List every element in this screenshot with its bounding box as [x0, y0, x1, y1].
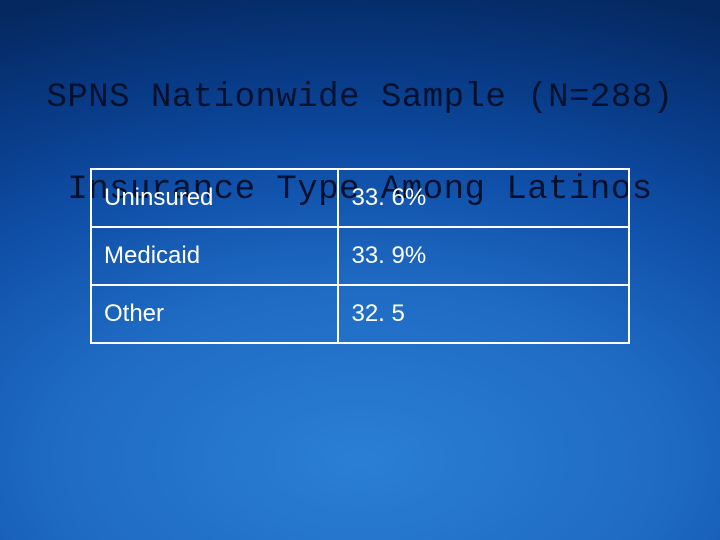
table-cell-label: Other — [91, 285, 338, 343]
table-cell-value: 32. 5 — [338, 285, 629, 343]
table-cell-value: 33. 6% — [338, 169, 629, 227]
table-cell-label: Medicaid — [91, 227, 338, 285]
table-cell-label: Uninsured — [91, 169, 338, 227]
slide: SPNS Nationwide Sample (N=288) Insurance… — [0, 0, 720, 540]
table-row: Uninsured 33. 6% — [91, 169, 629, 227]
title-line-1: SPNS Nationwide Sample (N=288) — [46, 79, 673, 117]
table-cell-value: 33. 9% — [338, 227, 629, 285]
table-row: Other 32. 5 — [91, 285, 629, 343]
table-row: Medicaid 33. 9% — [91, 227, 629, 285]
insurance-table: Uninsured 33. 6% Medicaid 33. 9% Other 3… — [90, 168, 630, 344]
